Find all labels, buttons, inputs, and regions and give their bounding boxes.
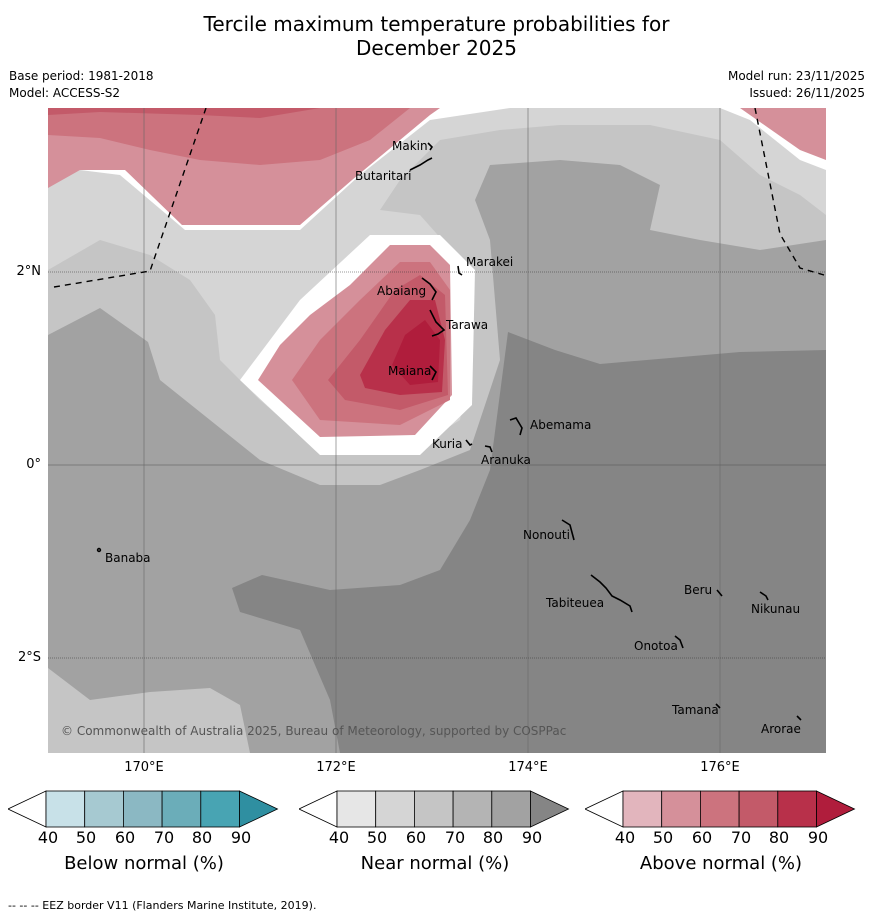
place-banaba: Banaba: [105, 551, 151, 565]
lat-label-0: 0°: [26, 457, 41, 472]
colorbar-swatch: [414, 790, 454, 828]
colorbar-swatch: [161, 790, 202, 828]
title-line-2: December 2025: [356, 36, 517, 60]
meta-right: Model run: 23/11/2025 Issued: 26/11/2025: [728, 68, 865, 102]
colorbar-extend-high: [816, 790, 856, 828]
tick: 50: [75, 828, 97, 847]
colorbar-swatch: [45, 790, 86, 828]
place-marakei: Marakei: [466, 255, 514, 269]
tick: 90: [807, 828, 829, 847]
lat-label-2s: 2°S: [17, 650, 41, 665]
region-above-70-top: [48, 108, 320, 118]
region-above-60-top: [48, 108, 410, 165]
colorbar-extend-low: [584, 790, 624, 828]
colorbar-swatch: [84, 790, 124, 828]
copyright-notice: © Commonwealth of Australia 2025, Bureau…: [61, 724, 567, 738]
tick: 70: [153, 828, 175, 847]
region-above-90-blob: [392, 320, 440, 385]
place-nonouti: Nonouti: [523, 528, 570, 542]
colorbar-swatch: [491, 790, 531, 828]
lon-label-170: 170°E: [124, 760, 164, 775]
colorbar-swatch: [123, 790, 163, 828]
tick: 90: [521, 828, 543, 847]
colorbar-above: [584, 789, 859, 833]
tick: 40: [614, 828, 636, 847]
model-name: Model: ACCESS-S2: [9, 86, 121, 100]
colorbar-swatch: [661, 790, 701, 828]
islands: [96, 142, 802, 721]
tick: 50: [652, 828, 674, 847]
place-arorae: Arorae: [761, 722, 801, 736]
tick: 60: [405, 828, 427, 847]
place-abaiang: Abaiang: [377, 284, 427, 298]
tick: 50: [366, 828, 388, 847]
base-period: Base period: 1981-2018: [9, 69, 154, 83]
place-aranuka: Aranuka: [481, 453, 531, 467]
colorbar-swatch: [738, 790, 779, 828]
meta-left: Base period: 1981-2018 Model: ACCESS-S2: [9, 68, 154, 102]
place-onotoa: Onotoa: [634, 639, 678, 653]
graticule: [48, 271, 826, 659]
colorbar-below: [7, 789, 282, 833]
footnote: -- -- -- EEZ border V11 (Flanders Marine…: [8, 899, 317, 912]
colorbar-swatch: [336, 790, 377, 828]
tick: 40: [328, 828, 350, 847]
place-nikunau: Nikunau: [751, 602, 801, 616]
region-above-50-right: [740, 108, 826, 160]
place-maiana: Maiana: [388, 364, 432, 378]
meridians: [143, 108, 721, 753]
colorbar-swatch: [452, 790, 493, 828]
tick: 90: [230, 828, 252, 847]
colorbar-extend-high: [530, 790, 570, 828]
colorbar-near-title: Near normal (%): [360, 853, 510, 874]
place-kuria: Kuria: [432, 437, 463, 451]
place-makin: Makin: [392, 139, 428, 153]
region-near-50-bottom: [48, 668, 250, 753]
colorbar-swatch: [200, 790, 240, 828]
colorbar-swatch: [777, 790, 817, 828]
tick: 70: [444, 828, 466, 847]
place-tabiteuea: Tabiteuea: [546, 596, 605, 610]
lon-label-172: 172°E: [316, 760, 356, 775]
place-abemama: Abemama: [530, 418, 592, 432]
lon-label-174: 174°E: [508, 760, 548, 775]
tick: 70: [730, 828, 752, 847]
map-svg: [48, 108, 826, 753]
place-tarawa: Tarawa: [446, 318, 489, 332]
tick: 80: [191, 828, 213, 847]
colorbar-extend-low: [298, 790, 338, 828]
place-beru: Beru: [684, 583, 713, 597]
tick: 40: [37, 828, 59, 847]
region-near-70: [232, 332, 826, 753]
colorbar-near: [298, 789, 573, 833]
colorbar-below-svg: [7, 790, 279, 828]
eez-border: [53, 108, 825, 288]
colorbar-above-svg: [584, 790, 856, 828]
map-canvas: [48, 108, 826, 753]
colorbar-swatch: [375, 790, 415, 828]
title-line-1: Tercile maximum temperature probabilitie…: [203, 12, 670, 36]
colorbar-near-svg: [298, 790, 570, 828]
lon-label-176: 176°E: [700, 760, 740, 775]
issued-date: Issued: 26/11/2025: [749, 86, 865, 100]
lat-label-2n: 2°N: [16, 264, 42, 279]
colorbar-above-title: Above normal (%): [639, 853, 803, 874]
colorbar-below-title: Below normal (%): [64, 853, 224, 874]
place-butaritari: Butaritari: [355, 169, 412, 183]
place-tamana: Tamana: [672, 703, 719, 717]
colorbar-swatch: [622, 790, 663, 828]
map-title: Tercile maximum temperature probabilitie…: [0, 12, 873, 60]
tick: 80: [482, 828, 504, 847]
model-run: Model run: 23/11/2025: [727, 69, 865, 83]
tick: 60: [114, 828, 136, 847]
tick: 80: [768, 828, 790, 847]
colorbar-extend-high: [239, 790, 279, 828]
colorbar-extend-low: [7, 790, 47, 828]
tick: 60: [691, 828, 713, 847]
colorbar-swatch: [700, 790, 740, 828]
